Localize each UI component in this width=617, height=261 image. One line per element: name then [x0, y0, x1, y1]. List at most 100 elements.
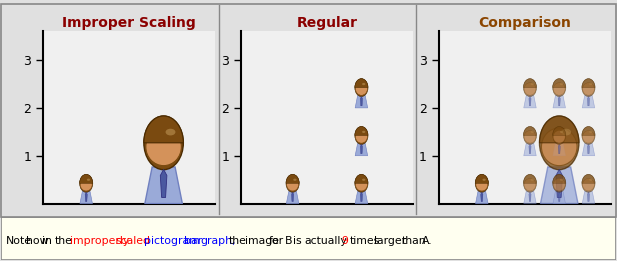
Polygon shape: [582, 127, 595, 135]
Ellipse shape: [531, 83, 534, 85]
Ellipse shape: [560, 179, 563, 181]
Polygon shape: [523, 79, 537, 88]
Ellipse shape: [362, 131, 365, 133]
Ellipse shape: [355, 174, 368, 192]
Ellipse shape: [582, 179, 594, 191]
Polygon shape: [355, 191, 368, 204]
Polygon shape: [80, 191, 93, 204]
Polygon shape: [355, 174, 368, 183]
Ellipse shape: [553, 174, 566, 192]
Polygon shape: [524, 144, 536, 156]
Text: the: the: [229, 236, 247, 246]
Ellipse shape: [560, 131, 563, 133]
Ellipse shape: [355, 79, 368, 97]
Polygon shape: [582, 191, 595, 204]
Ellipse shape: [589, 131, 592, 133]
Polygon shape: [553, 96, 565, 108]
Text: actually: actually: [305, 236, 347, 246]
Text: how: how: [27, 236, 49, 246]
Text: bar: bar: [184, 236, 202, 246]
Ellipse shape: [531, 131, 534, 133]
Polygon shape: [524, 191, 536, 204]
Ellipse shape: [561, 129, 571, 135]
Polygon shape: [524, 96, 536, 108]
Title: Improper Scaling: Improper Scaling: [62, 16, 196, 30]
Text: A: A: [285, 228, 300, 248]
Ellipse shape: [476, 179, 488, 191]
Polygon shape: [523, 127, 537, 135]
Polygon shape: [582, 174, 595, 183]
Ellipse shape: [144, 116, 183, 170]
Ellipse shape: [553, 179, 565, 191]
Text: A: A: [476, 224, 487, 242]
Text: 9: 9: [341, 236, 349, 246]
Polygon shape: [553, 191, 565, 204]
Polygon shape: [556, 169, 563, 198]
Polygon shape: [587, 97, 590, 106]
Polygon shape: [291, 192, 294, 201]
Polygon shape: [539, 116, 579, 143]
Text: the: the: [54, 236, 72, 246]
Ellipse shape: [523, 174, 537, 192]
Text: B: B: [553, 224, 565, 242]
Polygon shape: [355, 127, 368, 135]
Polygon shape: [553, 127, 566, 135]
Polygon shape: [80, 174, 93, 183]
Ellipse shape: [582, 83, 594, 95]
Ellipse shape: [582, 79, 595, 97]
Polygon shape: [476, 191, 488, 204]
Ellipse shape: [542, 128, 577, 166]
Text: Note: Note: [6, 236, 32, 246]
Polygon shape: [553, 174, 566, 183]
Polygon shape: [85, 192, 87, 201]
Polygon shape: [587, 144, 590, 154]
Polygon shape: [529, 192, 531, 201]
Text: improperly: improperly: [70, 236, 130, 246]
Polygon shape: [160, 169, 167, 198]
Ellipse shape: [355, 83, 367, 95]
Ellipse shape: [355, 179, 367, 191]
Text: for: for: [269, 236, 284, 246]
Text: A.: A.: [422, 236, 433, 246]
Polygon shape: [355, 96, 368, 108]
Polygon shape: [558, 192, 560, 201]
Ellipse shape: [286, 174, 299, 192]
Polygon shape: [529, 97, 531, 106]
Ellipse shape: [553, 127, 566, 144]
Text: scaled: scaled: [115, 236, 150, 246]
Title: Regular: Regular: [297, 16, 357, 30]
Ellipse shape: [539, 116, 579, 170]
Text: image: image: [245, 236, 279, 246]
Ellipse shape: [87, 179, 90, 181]
Polygon shape: [523, 174, 537, 183]
Ellipse shape: [589, 83, 592, 85]
Polygon shape: [286, 191, 299, 204]
Ellipse shape: [524, 130, 536, 143]
Ellipse shape: [553, 79, 566, 97]
Title: Comparison: Comparison: [478, 16, 571, 30]
Polygon shape: [553, 79, 566, 88]
Polygon shape: [145, 167, 183, 204]
Polygon shape: [553, 144, 565, 156]
Text: pictogram: pictogram: [144, 236, 199, 246]
Ellipse shape: [287, 179, 299, 191]
Ellipse shape: [523, 79, 537, 97]
Ellipse shape: [589, 179, 592, 181]
Text: B: B: [285, 236, 292, 246]
Ellipse shape: [80, 174, 93, 192]
Polygon shape: [540, 167, 578, 204]
Ellipse shape: [362, 179, 365, 181]
Ellipse shape: [165, 129, 175, 135]
Polygon shape: [529, 144, 531, 154]
Polygon shape: [582, 144, 595, 156]
Polygon shape: [144, 116, 183, 143]
Polygon shape: [355, 144, 368, 156]
Ellipse shape: [523, 127, 537, 144]
Text: is: is: [293, 236, 302, 246]
Ellipse shape: [582, 174, 595, 192]
Polygon shape: [582, 96, 595, 108]
Polygon shape: [558, 144, 560, 154]
Ellipse shape: [355, 130, 367, 143]
Polygon shape: [587, 192, 590, 201]
Text: A: A: [80, 224, 92, 242]
